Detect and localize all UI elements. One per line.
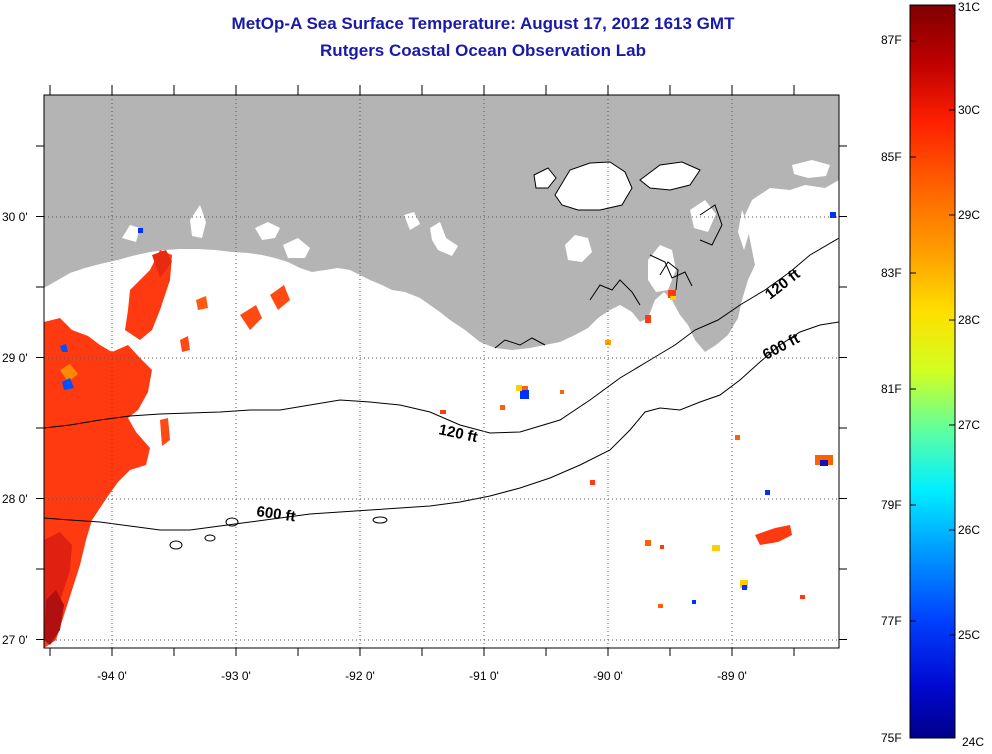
colorbar-c-label: 29C [958, 208, 981, 222]
depth-contours [44, 237, 839, 550]
coastline-detail [494, 161, 723, 349]
colorbar-f-label: 77F [881, 614, 902, 628]
colorbar-f-label: 79F [881, 498, 902, 512]
lon-label: -92 0' [345, 669, 375, 683]
contour-label: 600 ft [255, 503, 296, 525]
land-mass [44, 95, 839, 352]
lon-label: -94 0' [97, 669, 127, 683]
colorbar-c-label: 27C [958, 418, 981, 432]
lat-label: 29 0' [2, 351, 28, 365]
lat-label: 28 0' [2, 492, 28, 506]
graticule [44, 95, 839, 648]
colorbar-f-label: 85F [881, 150, 902, 164]
colorbar-c-label: 25C [958, 628, 981, 642]
map-title: MetOp-A Sea Surface Temperature: August … [231, 14, 735, 33]
latitude-labels: 30 0' 29 0' 28 0' 27 0' [2, 210, 28, 647]
lon-label: -93 0' [221, 669, 251, 683]
colorbar-f-label: 75F [881, 731, 902, 745]
colorbar-c-label: 26C [958, 523, 981, 537]
colorbar-f-label: 87F [881, 33, 902, 47]
lat-label: 30 0' [2, 210, 28, 224]
colorbar-f-label: 81F [881, 382, 902, 396]
colorbar-c-label: 28C [958, 313, 981, 327]
colorbar-f-label: 83F [881, 266, 902, 280]
longitude-labels: -94 0' -93 0' -92 0' -91 0' -90 0' -89 0… [97, 669, 747, 683]
lon-label: -90 0' [593, 669, 623, 683]
lon-label: -89 0' [717, 669, 747, 683]
map-frame [43, 94, 840, 649]
map-subtitle: Rutgers Coastal Ocean Observation Lab [320, 41, 646, 60]
colorbar [909, 4, 956, 739]
contour-120ft-west [44, 237, 839, 434]
contour-600ft-west [44, 321, 839, 531]
sst-patches-west [44, 250, 290, 648]
lon-label: -91 0' [469, 669, 499, 683]
colorbar-c-label: 31C [958, 0, 981, 14]
sst-patches-east [138, 212, 836, 608]
lat-label: 27 0' [2, 633, 28, 647]
colorbar-c-label: 24C [962, 735, 985, 749]
colorbar-ticks [910, 40, 955, 636]
colorbar-c-label: 30C [958, 103, 981, 117]
axis-ticks [36, 85, 847, 656]
